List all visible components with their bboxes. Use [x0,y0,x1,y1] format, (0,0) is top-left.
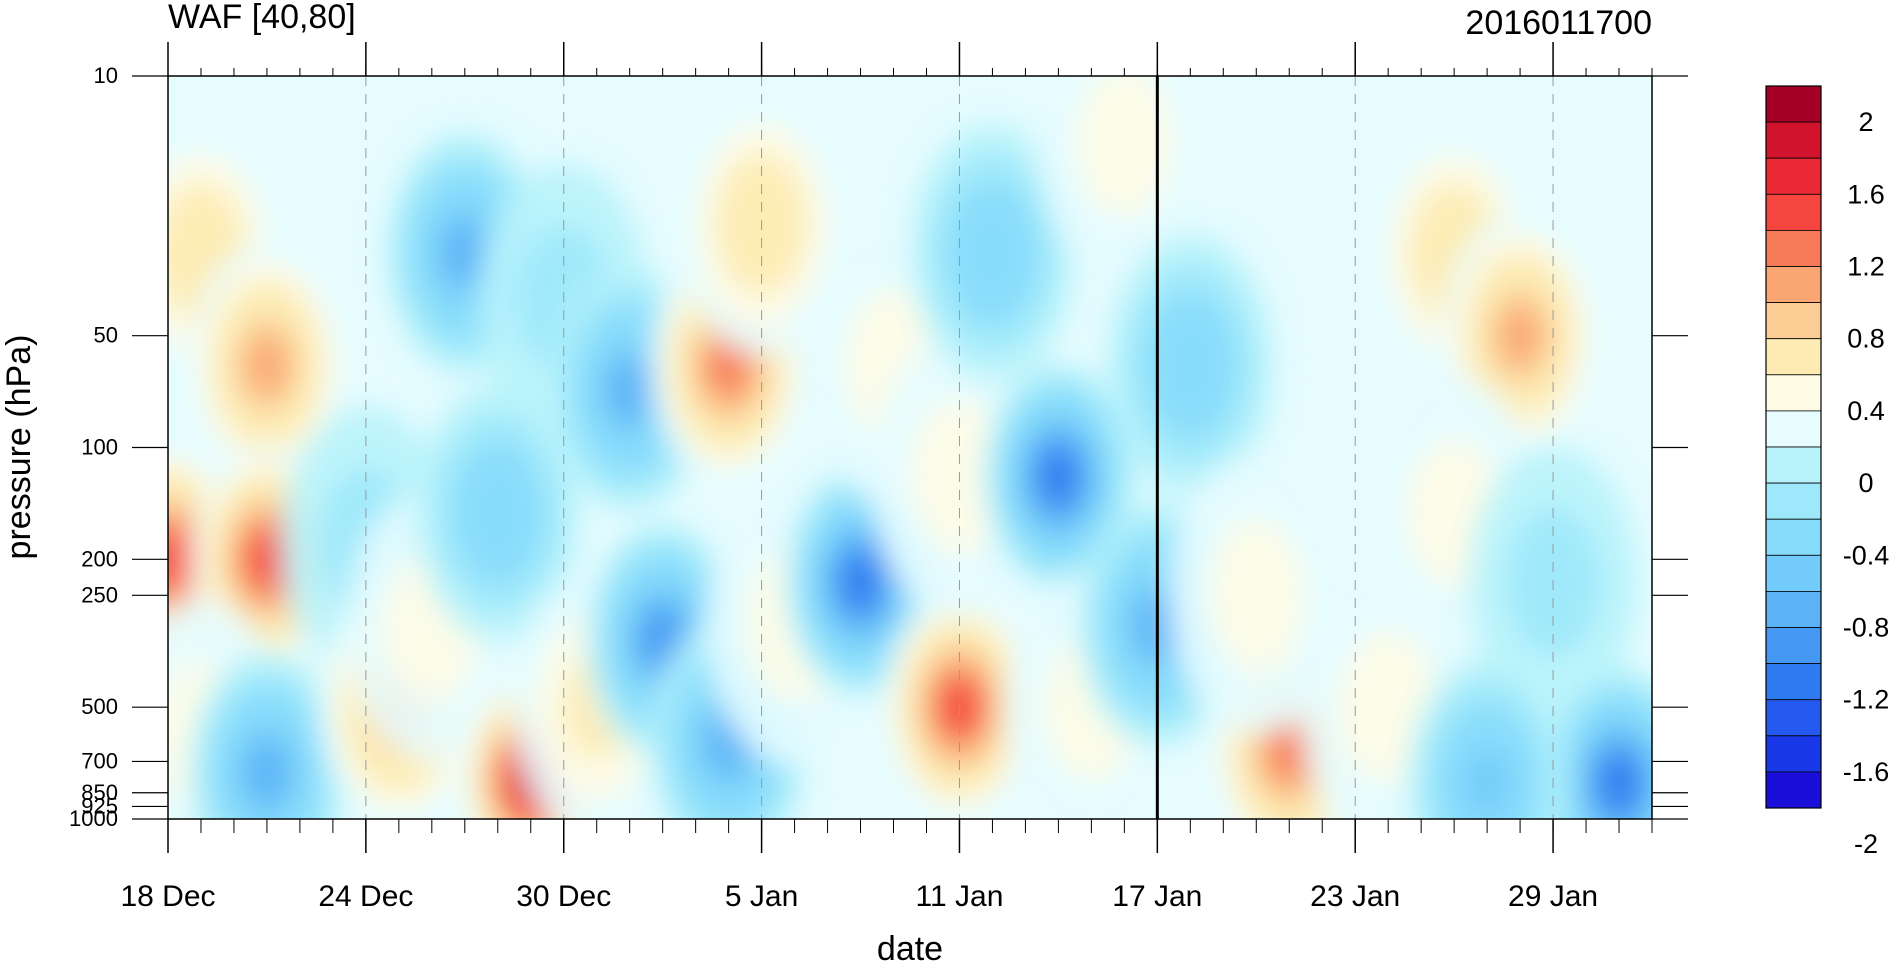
colorbar-swatch [1765,482,1822,520]
field-cell [1462,748,1512,818]
y-tick-label: 850 [81,780,118,805]
y-tick-label: 50 [94,323,118,348]
field-cell [1269,722,1309,777]
y-tick-label: 200 [81,546,118,571]
colorbar-label: 1.2 [1847,252,1885,282]
colorbar-swatch [1765,554,1822,592]
colorbar-swatch [1765,338,1822,376]
colorbar-label: -1.6 [1843,757,1889,787]
colorbar-swatch [1765,627,1822,664]
field-cell [1207,519,1305,672]
colorbar: 2 1.6 1.2 0.8 0.4 0 -0.4 -0.8 -1.2 -1.6 -2 [1765,85,1889,859]
colorbar-swatch [1765,85,1822,123]
field-cell [1600,757,1638,808]
colorbar-swatch [1765,663,1822,701]
x-tick-label: 17 Jan [1112,880,1202,913]
colorbar-swatch [1765,266,1822,303]
field-cell [1161,323,1219,408]
colorbar-swatch [1765,446,1822,484]
colorbar-label: 0.8 [1847,324,1885,354]
x-tick-label: 30 Dec [516,880,611,913]
field-cell [1498,305,1542,367]
y-tick-label: 925 [81,793,118,818]
chart-title-left: WAF [40,80] [168,0,356,36]
colorbar-swatch [1765,121,1822,159]
colorbar-swatch [1765,735,1822,773]
colorbar-swatch [1765,410,1822,448]
colorbar-label: 1.6 [1847,179,1885,209]
colorbar-swatch [1765,374,1822,412]
colorbar-label: -0.4 [1843,540,1889,570]
colorbar-label: -0.8 [1843,613,1889,643]
colorbar-label: 2 [1858,107,1873,137]
colorbar-swatch [1765,302,1822,340]
colorbar-swatch [1765,591,1822,628]
x-tick-label: 5 Jan [725,880,798,913]
field-cell [245,742,289,803]
x-axis-label: date [877,930,943,961]
field-cell [608,359,652,421]
field-cell [964,211,1021,295]
y-tick-label: 1000 [69,806,118,831]
field-cell [708,337,749,393]
x-axis: 18 Dec 24 Dec 30 Dec 5 Jan 11 Jan 17 Jan 23 Ja… [120,42,1653,913]
field-cell [1040,452,1077,502]
field-blobs [168,76,1652,819]
colorbar-swatch [1765,157,1822,195]
colorbar-label: -1.2 [1843,685,1889,715]
x-tick-label: 18 Dec [120,880,215,913]
colorbar-label: -2 [1854,829,1878,859]
colorbar-swatch [1765,518,1822,556]
colorbar-swatch [1765,771,1822,809]
x-tick-label: 11 Jan [916,880,1004,913]
colorbar-frame [1765,85,1822,809]
colorbar-swatch [1765,699,1822,737]
field-cell [245,334,289,396]
colorbar-swatch [1765,193,1822,231]
colorbar-swatch [1765,229,1822,267]
colorbar-label: 0 [1858,468,1873,498]
field-cell [168,534,187,585]
x-tick-label: 23 Jan [1310,880,1400,913]
colorbar-label: 0.4 [1847,396,1885,426]
y-tick-label: 250 [81,582,118,607]
y-tick-label: 700 [81,748,118,773]
field-cell [469,471,526,555]
x-tick-label: 24 Dec [318,880,413,913]
y-tick-label: 500 [81,694,118,719]
contour-field [168,76,1652,819]
field-cell [842,556,879,607]
y-tick-label: 100 [81,435,118,460]
chart-title-right: 2016011700 [1465,4,1652,42]
field-cell [1075,76,1173,218]
field-cell [248,534,286,585]
y-tick-label: 10 [94,63,118,88]
x-tick-label: 29 Jan [1508,880,1598,913]
y-axis-label: pressure (hPa) [0,335,38,560]
field-cell [443,222,487,284]
